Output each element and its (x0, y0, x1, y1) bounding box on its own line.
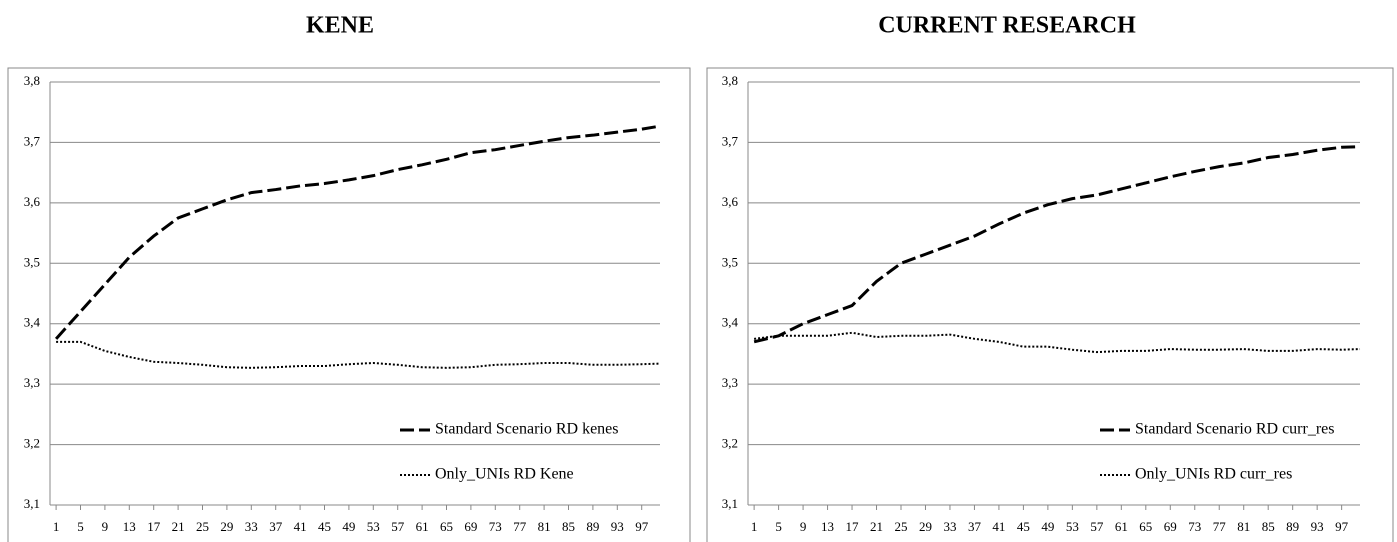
x-tick-label: 9 (102, 519, 109, 534)
x-tick-label: 21 (172, 519, 185, 534)
x-tick-label: 5 (775, 519, 782, 534)
x-tick-label: 17 (147, 519, 161, 534)
x-tick-label: 53 (367, 519, 380, 534)
y-tick-label: 3,5 (24, 254, 40, 269)
x-tick-label: 25 (196, 519, 209, 534)
x-tick-label: 5 (77, 519, 84, 534)
series-line (753, 331, 1361, 354)
x-tick-label: 69 (1164, 519, 1177, 534)
y-tick-label: 3,2 (722, 436, 738, 451)
x-tick-label: 45 (1017, 519, 1030, 534)
x-tick-label: 41 (294, 519, 307, 534)
y-tick-label: 3,8 (24, 73, 40, 88)
x-tick-label: 49 (1041, 519, 1054, 534)
series-line (56, 340, 661, 369)
x-tick-label: 57 (1090, 519, 1104, 534)
x-tick-label: 61 (416, 519, 429, 534)
x-tick-label: 17 (846, 519, 860, 534)
series-line (753, 145, 1361, 344)
chart-frame (706, 67, 1394, 542)
x-tick-label: 37 (968, 519, 982, 534)
x-tick-label: 77 (1213, 519, 1227, 534)
y-tick-label: 3,4 (722, 315, 739, 330)
x-tick-label: 1 (751, 519, 758, 534)
x-tick-label: 93 (611, 519, 624, 534)
x-tick-label: 81 (1237, 519, 1250, 534)
x-tick-label: 85 (1262, 519, 1275, 534)
x-tick-label: 81 (538, 519, 551, 534)
x-tick-label: 93 (1311, 519, 1324, 534)
x-tick-label: 25 (895, 519, 908, 534)
x-tick-label: 49 (342, 519, 355, 534)
y-tick-label: 3,7 (24, 133, 41, 148)
series-line (54, 124, 661, 340)
x-tick-label: 29 (919, 519, 932, 534)
chart-title: CURRENT RESEARCH (878, 13, 1136, 39)
x-tick-label: 33 (943, 519, 956, 534)
x-tick-label: 1 (53, 519, 60, 534)
legend-label: Standard Scenario RD kenes (435, 421, 619, 438)
y-tick-label: 3,1 (722, 496, 738, 511)
x-tick-label: 73 (489, 519, 502, 534)
x-tick-label: 53 (1066, 519, 1079, 534)
x-tick-label: 77 (513, 519, 527, 534)
x-tick-label: 65 (440, 519, 453, 534)
y-tick-label: 3,5 (722, 254, 738, 269)
chart-title: KENE (306, 13, 374, 39)
x-tick-label: 57 (391, 519, 405, 534)
y-tick-label: 3,1 (24, 496, 40, 511)
x-tick-label: 69 (464, 519, 477, 534)
x-tick-label: 89 (1286, 519, 1299, 534)
legend-label: Standard Scenario RD curr_res (1135, 421, 1335, 438)
x-tick-label: 97 (635, 519, 649, 534)
y-tick-label: 3,8 (722, 73, 738, 88)
legend-label: Only_UNIs RD Kene (435, 466, 574, 483)
x-tick-label: 33 (245, 519, 258, 534)
y-tick-label: 3,3 (722, 375, 738, 390)
x-tick-label: 9 (800, 519, 807, 534)
y-tick-label: 3,7 (722, 133, 739, 148)
x-tick-label: 13 (821, 519, 834, 534)
x-tick-label: 13 (123, 519, 136, 534)
x-tick-label: 41 (992, 519, 1005, 534)
x-tick-label: 29 (220, 519, 233, 534)
y-tick-label: 3,6 (722, 194, 739, 209)
x-tick-label: 65 (1139, 519, 1152, 534)
x-tick-label: 21 (870, 519, 883, 534)
x-tick-label: 97 (1335, 519, 1349, 534)
x-tick-label: 89 (586, 519, 599, 534)
y-tick-label: 3,3 (24, 375, 40, 390)
legend-label: Only_UNIs RD curr_res (1135, 466, 1292, 483)
y-tick-label: 3,4 (24, 315, 41, 330)
x-tick-label: 37 (269, 519, 283, 534)
x-tick-label: 73 (1188, 519, 1201, 534)
y-tick-label: 3,2 (24, 436, 40, 451)
x-tick-label: 45 (318, 519, 331, 534)
y-tick-label: 3,6 (24, 194, 41, 209)
chart-frame (7, 67, 691, 542)
x-tick-label: 85 (562, 519, 575, 534)
x-tick-label: 61 (1115, 519, 1128, 534)
